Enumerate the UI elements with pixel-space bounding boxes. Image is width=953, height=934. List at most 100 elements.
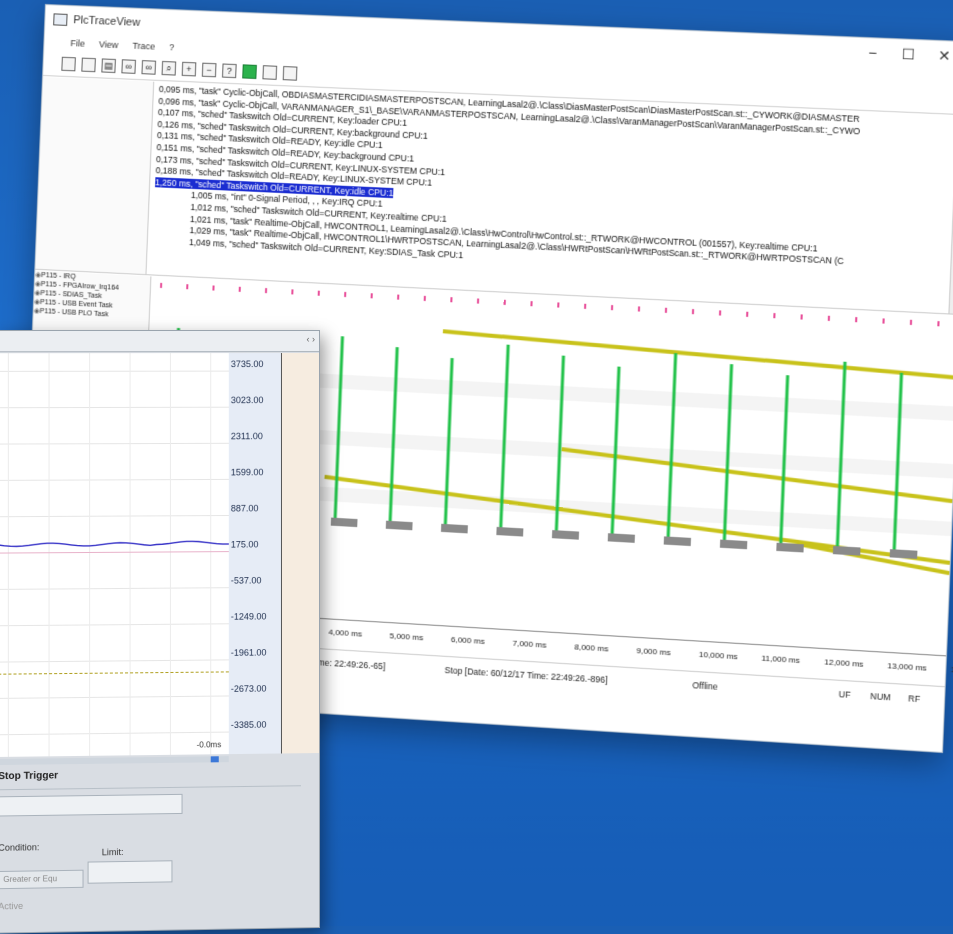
scope-grid-line: [0, 624, 229, 626]
scope-plot[interactable]: [0, 353, 230, 757]
scope-time-label: -0.0ms: [197, 740, 222, 749]
event-marker: [477, 298, 479, 303]
event-marker: [800, 314, 802, 319]
event-marker: [424, 296, 426, 301]
time-tick-label: 12,000 ms: [824, 657, 864, 669]
start-icon[interactable]: [242, 64, 257, 79]
scope-axis-tick: 1599.00: [231, 467, 264, 477]
scope-grid-line: [0, 443, 229, 444]
event-marker: [265, 288, 267, 293]
stop-trigger-panel: Condition: Limit: Greater or Equ Active: [0, 785, 301, 931]
active-checkbox[interactable]: Active: [0, 901, 23, 912]
scope-axis-tick: -537.00: [231, 575, 262, 585]
scope-axis-tick: 2311.00: [231, 431, 263, 441]
help-icon[interactable]: ?: [222, 63, 237, 78]
event-marker: [719, 310, 721, 315]
scope-grid-line: [0, 407, 229, 408]
scope-grid-line: [0, 515, 229, 516]
idle-block: [608, 533, 635, 543]
close-button[interactable]: ✕: [926, 46, 953, 65]
event-marker: [855, 317, 857, 322]
event-marker: [450, 297, 452, 302]
event-marker: [773, 313, 775, 318]
export-icon[interactable]: [283, 66, 298, 81]
menu-view[interactable]: View: [99, 39, 119, 50]
time-tick-label: 10,000 ms: [699, 650, 738, 662]
condition-select[interactable]: Greater or Equ: [0, 870, 84, 889]
scope-axis-tick: 3735.00: [231, 359, 264, 369]
scope-header: ‹ ›: [0, 331, 319, 352]
maximize-button[interactable]: ☐: [890, 45, 927, 64]
window-title: PlcTraceView: [73, 14, 140, 29]
event-marker: [828, 316, 830, 321]
binoculars-icon[interactable]: ∞: [141, 60, 156, 75]
task-list: P115 - IRQP115 - FPGAIrow_Irq164P115 - S…: [33, 271, 152, 337]
indicator-rf: RF: [908, 693, 920, 704]
limit-input[interactable]: [88, 860, 173, 883]
scope-grid-line: [0, 479, 229, 480]
scope-grid-line: [0, 588, 229, 590]
event-marker: [584, 304, 586, 309]
scope-axis-tick: 175.00: [231, 539, 259, 549]
remove-icon[interactable]: −: [202, 63, 217, 78]
add-icon[interactable]: +: [182, 62, 197, 77]
event-marker: [318, 291, 320, 296]
scope-nav-arrows-icon[interactable]: ‹ ›: [307, 334, 315, 344]
event-marker: [882, 318, 884, 323]
menu-file[interactable]: File: [70, 38, 85, 49]
indicator-num: NUM: [870, 691, 891, 703]
idle-block: [386, 521, 413, 531]
idle-block: [890, 549, 918, 559]
event-marker: [291, 289, 293, 294]
new-icon[interactable]: [61, 57, 76, 72]
status-stop: Stop [Date: 60/12/17 Time: 22:49:26.-896…: [444, 665, 607, 685]
scope-axis-tick: -3385.00: [231, 720, 267, 730]
scope-scrollbar-thumb[interactable]: [211, 756, 219, 762]
event-marker: [530, 301, 532, 306]
event-marker: [611, 305, 613, 310]
scope-axis-tick: -1249.00: [231, 611, 267, 621]
scope-grid-line: [0, 660, 229, 662]
idle-block: [720, 540, 747, 550]
link-icon[interactable]: ∞: [121, 59, 136, 74]
idle-block: [833, 546, 861, 556]
event-marker: [160, 283, 162, 288]
scope-scrollbar[interactable]: [0, 756, 229, 765]
event-marker: [557, 302, 559, 307]
scope-axis-tick: -1961.00: [231, 647, 267, 657]
scope-axis-tick: 3023.00: [231, 395, 264, 405]
stop-trigger-heading: Stop Trigger: [0, 770, 58, 782]
idle-block: [496, 527, 523, 537]
time-tick-label: 11,000 ms: [761, 654, 800, 666]
idle-block: [552, 530, 579, 540]
menu-help[interactable]: ?: [169, 42, 174, 52]
event-marker: [212, 285, 214, 290]
scope-signal-pink: [0, 552, 229, 553]
menu-trace[interactable]: Trace: [132, 41, 155, 52]
scope-signal-olive: [0, 672, 229, 674]
time-tick-label: 7,000 ms: [512, 639, 546, 650]
log-gutter: [35, 77, 154, 274]
zoom-icon[interactable]: ⌕: [162, 61, 177, 76]
time-tick-label: 5,000 ms: [389, 631, 423, 642]
idle-block: [331, 518, 358, 528]
scope-axis-tick: -2673.00: [231, 684, 267, 694]
scope-grid-line: [0, 696, 229, 698]
save-icon[interactable]: [81, 58, 96, 73]
stop-icon[interactable]: [262, 65, 277, 80]
event-marker: [638, 306, 640, 311]
minimize-button[interactable]: −: [854, 44, 890, 62]
event-marker: [910, 320, 912, 325]
idle-block: [441, 524, 468, 534]
event-marker: [504, 300, 506, 305]
app-icon: [53, 13, 67, 26]
print-icon[interactable]: ▤: [101, 58, 116, 73]
trigger-signal-dropdown[interactable]: [0, 794, 183, 817]
condition-label: Condition:: [0, 842, 39, 853]
event-marker: [665, 308, 667, 313]
time-tick-label: 8,000 ms: [574, 642, 608, 653]
time-tick-label: 9,000 ms: [636, 646, 671, 657]
time-tick-label: 6,000 ms: [451, 635, 485, 646]
